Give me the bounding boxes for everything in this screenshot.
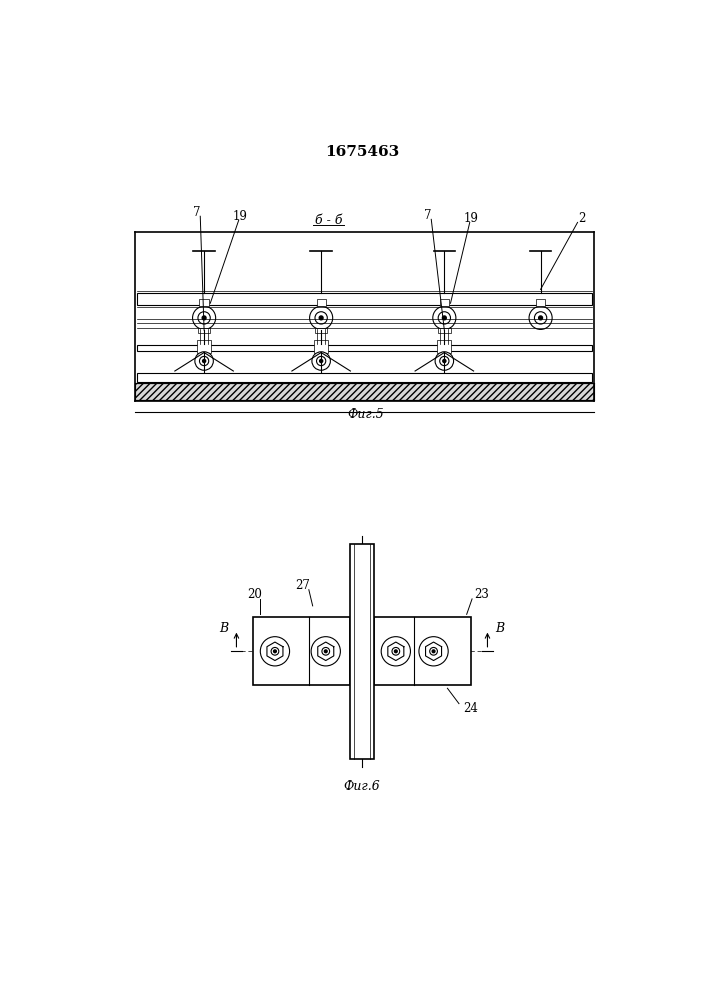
Circle shape bbox=[381, 637, 411, 666]
Circle shape bbox=[320, 359, 322, 363]
Circle shape bbox=[260, 637, 290, 666]
Circle shape bbox=[317, 356, 326, 366]
Circle shape bbox=[325, 650, 327, 653]
Circle shape bbox=[195, 352, 214, 370]
Bar bbox=[197, 340, 211, 353]
Circle shape bbox=[433, 306, 456, 329]
Circle shape bbox=[271, 647, 279, 655]
Text: 19: 19 bbox=[233, 210, 247, 223]
Circle shape bbox=[322, 647, 329, 655]
Bar bbox=[438, 340, 451, 353]
Circle shape bbox=[274, 650, 276, 653]
Text: 23: 23 bbox=[474, 588, 489, 601]
Bar bbox=[137, 293, 592, 305]
Text: 20: 20 bbox=[247, 588, 262, 601]
Circle shape bbox=[320, 316, 323, 320]
Text: В: В bbox=[495, 622, 504, 635]
Text: б - б: б - б bbox=[315, 214, 343, 227]
Circle shape bbox=[435, 352, 454, 370]
Bar bbox=[253, 617, 350, 685]
Circle shape bbox=[539, 316, 542, 320]
Bar bbox=[350, 544, 374, 759]
Circle shape bbox=[311, 637, 340, 666]
Bar bbox=[536, 299, 545, 306]
Circle shape bbox=[534, 312, 547, 324]
Circle shape bbox=[443, 359, 446, 363]
Circle shape bbox=[430, 647, 438, 655]
Bar bbox=[314, 340, 328, 353]
Circle shape bbox=[443, 316, 446, 320]
Text: Фиг.6: Фиг.6 bbox=[344, 780, 380, 793]
Bar bbox=[137, 373, 592, 382]
Text: 19: 19 bbox=[464, 212, 479, 225]
Text: В: В bbox=[220, 622, 229, 635]
Bar bbox=[199, 299, 209, 306]
Circle shape bbox=[438, 312, 450, 324]
Circle shape bbox=[315, 312, 327, 324]
Circle shape bbox=[440, 356, 449, 366]
Bar bbox=[438, 328, 450, 333]
Bar bbox=[315, 328, 327, 333]
Circle shape bbox=[203, 359, 206, 363]
Circle shape bbox=[529, 306, 552, 329]
Circle shape bbox=[198, 312, 210, 324]
Bar bbox=[374, 617, 471, 685]
Circle shape bbox=[432, 650, 435, 653]
Circle shape bbox=[310, 306, 333, 329]
Text: 24: 24 bbox=[463, 702, 478, 715]
Circle shape bbox=[312, 352, 330, 370]
Text: 7: 7 bbox=[423, 209, 431, 222]
Text: 7: 7 bbox=[192, 206, 200, 219]
Text: Фиг.5: Фиг.5 bbox=[347, 408, 384, 421]
Circle shape bbox=[395, 650, 397, 653]
Circle shape bbox=[392, 647, 399, 655]
Bar bbox=[198, 328, 210, 333]
Text: 1675463: 1675463 bbox=[325, 145, 399, 159]
Circle shape bbox=[199, 356, 209, 366]
Bar bbox=[440, 299, 449, 306]
Circle shape bbox=[202, 316, 206, 320]
Bar bbox=[317, 299, 326, 306]
Text: 27: 27 bbox=[296, 579, 310, 592]
Circle shape bbox=[419, 637, 448, 666]
Circle shape bbox=[192, 306, 216, 329]
Text: 2: 2 bbox=[578, 212, 585, 225]
Bar bbox=[137, 345, 592, 351]
Bar bbox=[135, 383, 595, 400]
